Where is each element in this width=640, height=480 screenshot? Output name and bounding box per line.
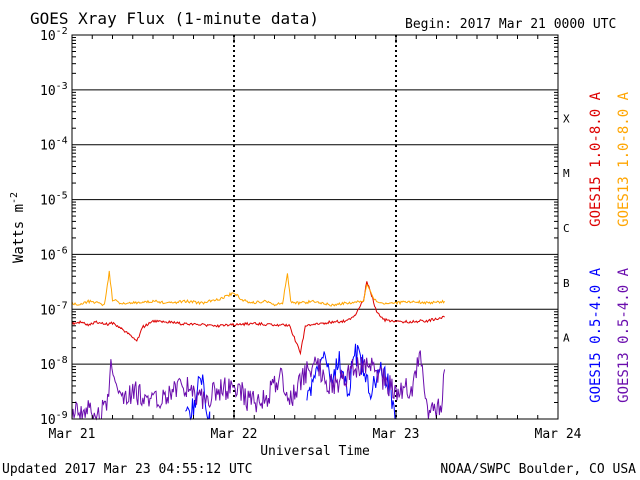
x-tick-labels: Mar 21 Mar 22 Mar 23 Mar 24 xyxy=(49,427,582,442)
y-axis-label-text: Watts m xyxy=(11,204,27,263)
legend-entry: GOES13 0.5-4.0 A xyxy=(616,267,632,402)
x-tick-label: Mar 22 xyxy=(211,427,258,442)
y-tick-exp: -4 xyxy=(56,136,68,147)
y-tick-label: 10-2 xyxy=(40,26,68,44)
y-tick-label: 10-3 xyxy=(40,81,68,99)
y-tick-label: 10-4 xyxy=(40,136,68,154)
axis-ticks xyxy=(71,35,559,419)
y-tick-label: 10-7 xyxy=(40,300,68,318)
y-tick-base: 10 xyxy=(40,139,56,154)
begin-label: Begin: 2017 Mar 21 0000 UTC xyxy=(405,17,616,32)
y-tick-base: 10 xyxy=(40,358,56,373)
y-tick-exp: -6 xyxy=(56,245,68,256)
y-tick-label: 10-9 xyxy=(40,410,68,428)
y-tick-exp: -5 xyxy=(56,191,68,202)
flare-class-label: C xyxy=(563,222,570,235)
flare-class-labels: A B C M X xyxy=(563,112,570,344)
series-lines xyxy=(71,270,446,421)
legend-entry: GOES15 0.5-4.0 A xyxy=(588,267,604,402)
series-line xyxy=(71,350,446,421)
day-divider-lines xyxy=(233,35,397,419)
x-tick-label: Mar 23 xyxy=(373,427,420,442)
y-axis-label-sup: -2 xyxy=(9,192,20,204)
y-tick-base: 10 xyxy=(40,303,56,318)
plot-frame xyxy=(71,34,559,420)
gridlines xyxy=(72,89,558,365)
chart-title: GOES Xray Flux (1-minute data) xyxy=(30,9,319,28)
y-tick-exp: -3 xyxy=(56,81,68,92)
x-tick-label: Mar 24 xyxy=(535,427,582,442)
y-tick-base: 10 xyxy=(40,29,56,44)
y-tick-exp: -2 xyxy=(56,26,68,37)
series-line xyxy=(306,343,396,420)
y-axis-label: Watts m-2 xyxy=(9,192,27,263)
y-tick-base: 10 xyxy=(40,194,56,209)
y-tick-exp: -9 xyxy=(56,410,68,421)
flare-class-label: A xyxy=(563,332,570,345)
y-tick-label: 10-6 xyxy=(40,245,68,263)
series-line xyxy=(185,374,211,421)
flare-class-label: X xyxy=(563,112,570,125)
legend-entry: GOES13 1.0-8.0 A xyxy=(616,91,632,226)
credit-label: NOAA/SWPC Boulder, CO USA xyxy=(440,462,636,477)
x-tick-label: Mar 21 xyxy=(49,427,96,442)
legend-entry: GOES15 1.0-8.0 A xyxy=(588,91,604,226)
flare-class-label: M xyxy=(563,167,570,180)
updated-timestamp: Updated 2017 Mar 23 04:55:12 UTC xyxy=(2,462,252,477)
y-tick-base: 10 xyxy=(40,248,56,263)
series-line xyxy=(71,270,446,307)
y-tick-base: 10 xyxy=(40,84,56,99)
flare-class-label: B xyxy=(563,277,570,290)
legend: GOES15 1.0-8.0 A GOES13 1.0-8.0 A GOES15 0… xyxy=(588,91,632,402)
series-line xyxy=(71,281,445,356)
y-tick-label: 10-8 xyxy=(40,355,68,373)
y-tick-label: 10-5 xyxy=(40,191,68,209)
x-axis-label: Universal Time xyxy=(260,444,370,459)
y-tick-labels: 10-910-810-710-610-510-410-310-2 xyxy=(40,26,68,428)
y-tick-exp: -7 xyxy=(56,300,68,311)
y-tick-exp: -8 xyxy=(56,355,68,366)
y-tick-base: 10 xyxy=(40,413,56,428)
